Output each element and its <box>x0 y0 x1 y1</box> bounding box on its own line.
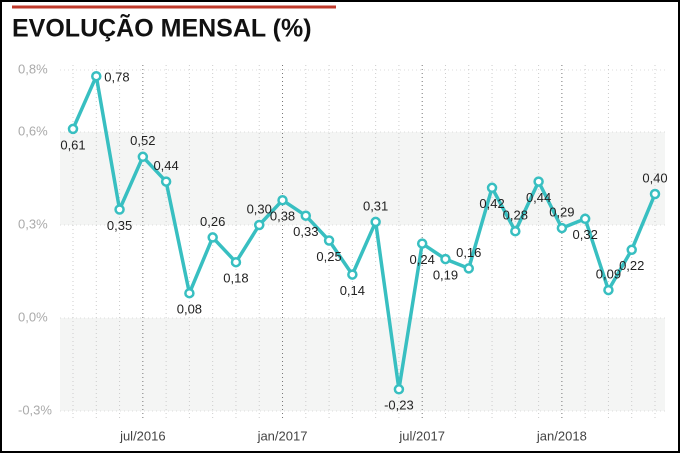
marker <box>137 151 149 163</box>
data-label: 0,24 <box>410 252 435 267</box>
marker <box>603 284 614 296</box>
marker <box>510 225 521 237</box>
marker <box>347 269 358 280</box>
marker <box>486 182 498 194</box>
data-label: 0,19 <box>433 268 458 283</box>
band <box>60 318 665 411</box>
marker <box>579 213 591 225</box>
data-label: 0,26 <box>200 214 225 229</box>
data-label: 0,18 <box>223 271 248 286</box>
y-tick-label: 0,8% <box>18 61 48 76</box>
data-label: 0,28 <box>503 208 528 223</box>
data-label: 0,25 <box>316 249 341 264</box>
marker <box>323 235 335 246</box>
x-tick-label: jan/2017 <box>257 428 308 443</box>
data-label: 0,40 <box>642 170 667 185</box>
data-label: 0,52 <box>130 133 155 148</box>
marker <box>649 188 661 200</box>
line <box>71 74 657 392</box>
chart-title: EVOLUÇÃO MENSAL (%) <box>12 13 312 43</box>
x-tick-label: jul/2017 <box>398 428 445 443</box>
data-label: 0,29 <box>549 205 574 220</box>
data-label: 0,61 <box>60 137 85 152</box>
data-label: 0,16 <box>456 245 481 260</box>
marker <box>230 256 242 268</box>
data-label: -0,23 <box>384 398 414 413</box>
data-label: 0,35 <box>107 218 132 233</box>
data-label: 0,33 <box>293 224 318 239</box>
marker <box>277 194 288 206</box>
data-label: 0,44 <box>526 190 551 205</box>
marker <box>370 216 381 228</box>
marker <box>160 176 172 187</box>
marker <box>207 232 218 243</box>
data-label: 0,44 <box>153 158 178 173</box>
data-label: 0,32 <box>573 227 598 242</box>
marker <box>67 123 79 135</box>
y-tick-label: 0,3% <box>18 216 48 231</box>
y-tick-label: 0,0% <box>18 309 48 324</box>
marker <box>440 253 451 265</box>
data-label: 0,38 <box>270 209 295 224</box>
marker <box>184 287 195 299</box>
y-tick-label: 0,6% <box>18 123 48 138</box>
x-tick-label: jul/2016 <box>119 428 166 443</box>
marker <box>556 222 568 234</box>
marker <box>300 210 312 221</box>
data-label: 0,09 <box>596 267 621 282</box>
data-label: 0,78 <box>104 70 129 85</box>
x-tick-label: jan/2018 <box>536 428 587 443</box>
data-label: 0,22 <box>619 258 644 273</box>
marker <box>416 238 428 249</box>
marker <box>463 263 475 274</box>
marker <box>393 384 405 395</box>
data-label: 0,31 <box>363 198 388 213</box>
marker <box>114 204 125 215</box>
data-label: 0,30 <box>247 201 272 216</box>
y-tick-label: -0,3% <box>18 402 52 417</box>
marker <box>253 219 265 231</box>
data-label: 0,42 <box>479 196 504 211</box>
data-label: 0,14 <box>340 283 365 298</box>
data-label: 0,08 <box>177 302 202 317</box>
marker <box>91 70 102 82</box>
marker <box>626 244 637 256</box>
marker <box>533 176 544 187</box>
